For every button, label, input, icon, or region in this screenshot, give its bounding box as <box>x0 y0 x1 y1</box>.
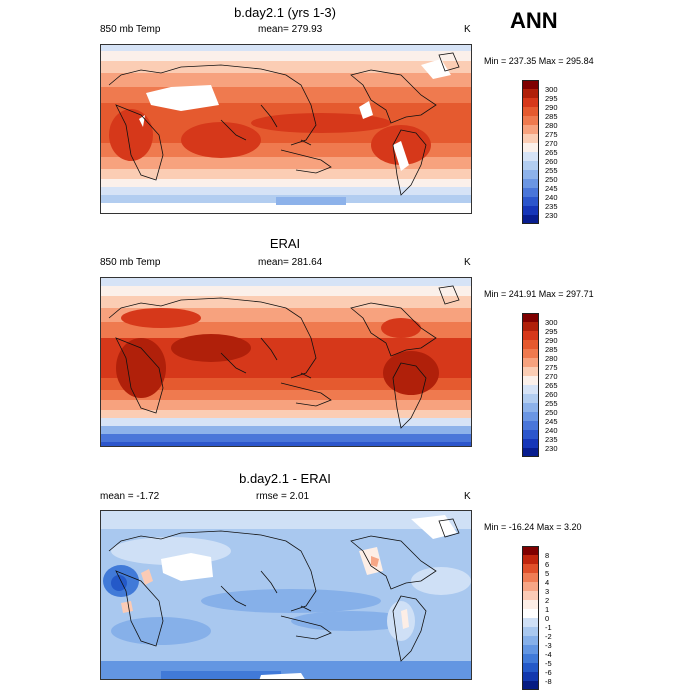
season-label: ANN <box>510 8 558 33</box>
colorbar-label: 280 <box>545 120 558 130</box>
panel-3-mean: mean = -1.72 <box>100 491 160 502</box>
colorbar-label: 270 <box>545 138 558 148</box>
panel-2-map-graphic <box>101 278 471 446</box>
colorbar-frame <box>522 546 539 690</box>
colorbar-label: 270 <box>545 371 558 381</box>
panel-3-map-graphic <box>101 511 471 679</box>
colorbar-label: 1 <box>545 604 550 614</box>
panel-2-mean: mean= 281.64 <box>258 257 323 268</box>
colorbar-label: 275 <box>545 129 558 139</box>
panel-1-title: b.day2.1 (yrs 1-3) <box>234 5 336 20</box>
colorbar-label: 265 <box>545 380 558 390</box>
panel-3-rmse: rmse = 2.01 <box>256 491 310 502</box>
colorbar-frame <box>522 313 539 457</box>
colorbar-label: -5 <box>545 658 552 668</box>
panel-3-title: b.day2.1 - ERAI <box>239 471 331 486</box>
colorbar-label: 280 <box>545 353 558 363</box>
panel-1-map-graphic <box>101 45 471 213</box>
colorbar-label: 260 <box>545 156 558 166</box>
colorbar-label: 2 <box>545 595 550 605</box>
panel-2-units: K <box>464 257 471 268</box>
colorbar-label: 300 <box>545 84 558 94</box>
colorbar-label: 265 <box>545 147 558 157</box>
colorbar-label: -1 <box>545 622 552 632</box>
panel-1-mean: mean= 279.93 <box>258 24 323 35</box>
panel-3-minmax: Min = -16.24 Max = 3.20 <box>484 522 582 532</box>
colorbar-label: -2 <box>545 631 552 641</box>
panel-2-title: ERAI <box>269 236 301 251</box>
colorbar-label: 290 <box>545 102 558 112</box>
colorbar-label: 285 <box>545 111 558 121</box>
colorbar-label: 0 <box>545 613 550 623</box>
colorbar-label: 255 <box>545 165 558 175</box>
panel-1-map <box>100 44 472 214</box>
colorbar-label: 240 <box>545 425 558 435</box>
colorbar-label: 255 <box>545 398 558 408</box>
colorbar-label: 5 <box>545 568 550 578</box>
panel-2-map <box>100 277 472 447</box>
colorbar-label: 4 <box>545 577 550 587</box>
colorbar-label: 235 <box>545 434 558 444</box>
colorbar-label: 250 <box>545 407 558 417</box>
colorbar-label: 8 <box>545 550 550 560</box>
panel-2-variable-label: 850 mb Temp <box>100 257 161 268</box>
colorbar-label: 245 <box>545 416 558 426</box>
panel-3-units: K <box>464 491 471 502</box>
panel-2-minmax: Min = 241.91 Max = 297.71 <box>484 289 594 299</box>
colorbar-label: 6 <box>545 559 550 569</box>
panel-1-minmax: Min = 237.35 Max = 295.84 <box>484 56 594 66</box>
colorbar-label: -8 <box>545 676 552 686</box>
colorbar-label: 230 <box>545 443 558 453</box>
colorbar-label: 295 <box>545 93 558 103</box>
colorbar-label: 290 <box>545 335 558 345</box>
colorbar-label: -6 <box>545 667 552 677</box>
colorbar-label: 240 <box>545 192 558 202</box>
panel-1-variable-label: 850 mb Temp <box>100 24 161 35</box>
panel-3-map <box>100 510 472 680</box>
colorbar-label: 245 <box>545 183 558 193</box>
colorbar-label: 3 <box>545 586 550 596</box>
panel-1-units: K <box>464 24 471 35</box>
colorbar-label: -4 <box>545 649 552 659</box>
colorbar-label: 235 <box>545 201 558 211</box>
colorbar-label: 300 <box>545 317 558 327</box>
colorbar-label: 260 <box>545 389 558 399</box>
colorbar-label: 285 <box>545 344 558 354</box>
colorbar-label: 230 <box>545 210 558 220</box>
colorbar-label: 275 <box>545 362 558 372</box>
colorbar-label: 295 <box>545 326 558 336</box>
colorbar-label: -3 <box>545 640 552 650</box>
colorbar-frame <box>522 80 539 224</box>
colorbar-label: 250 <box>545 174 558 184</box>
